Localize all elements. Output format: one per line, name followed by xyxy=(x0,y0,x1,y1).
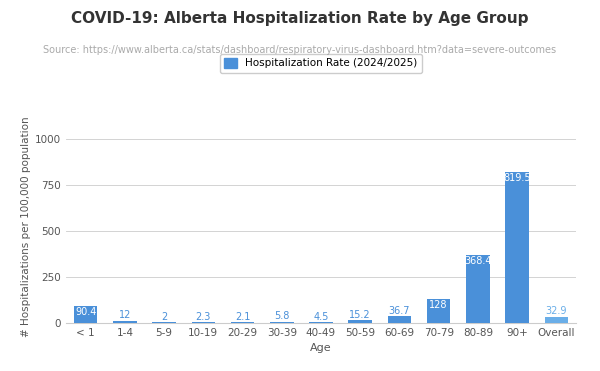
Text: 90.4: 90.4 xyxy=(75,307,97,317)
Text: 2.3: 2.3 xyxy=(196,312,211,322)
Text: 36.7: 36.7 xyxy=(389,306,410,316)
Bar xyxy=(545,317,568,323)
Text: 819.5: 819.5 xyxy=(503,173,531,183)
X-axis label: Age: Age xyxy=(310,343,332,353)
Text: Source: https://www.alberta.ca/stats/dashboard/respiratory-virus-dashboard.htm?d: Source: https://www.alberta.ca/stats/das… xyxy=(43,45,557,55)
Text: 12: 12 xyxy=(119,310,131,320)
Bar xyxy=(231,322,254,323)
Bar xyxy=(427,299,451,323)
Y-axis label: # Hospitalizations per 100,000 population: # Hospitalizations per 100,000 populatio… xyxy=(21,116,31,336)
Bar xyxy=(74,306,97,323)
Text: 4.5: 4.5 xyxy=(313,312,329,322)
Text: 128: 128 xyxy=(430,300,448,310)
Bar xyxy=(309,322,333,323)
Bar xyxy=(191,322,215,323)
Legend: Hospitalization Rate (2024/2025): Hospitalization Rate (2024/2025) xyxy=(220,54,422,73)
Text: 5.8: 5.8 xyxy=(274,311,289,321)
Bar xyxy=(388,316,411,323)
Bar xyxy=(466,255,490,323)
Text: COVID-19: Alberta Hospitalization Rate by Age Group: COVID-19: Alberta Hospitalization Rate b… xyxy=(71,11,529,26)
Text: 15.2: 15.2 xyxy=(349,310,371,319)
Bar xyxy=(505,172,529,323)
Bar xyxy=(270,322,293,323)
Text: 2: 2 xyxy=(161,312,167,322)
Text: 32.9: 32.9 xyxy=(545,306,567,316)
Bar xyxy=(349,320,372,323)
Bar xyxy=(113,321,137,323)
Text: 2.1: 2.1 xyxy=(235,312,250,322)
Text: 368.4: 368.4 xyxy=(464,256,491,266)
